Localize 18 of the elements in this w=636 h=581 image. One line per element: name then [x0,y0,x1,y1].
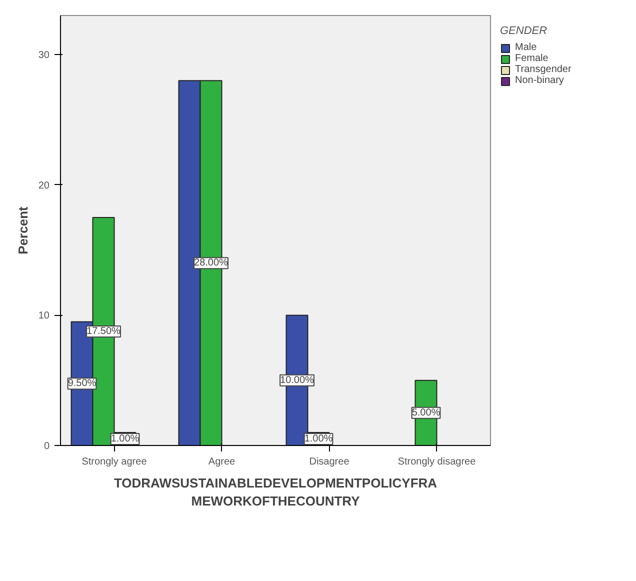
legend-label: Female [515,53,548,64]
y-tick-label: 0 [44,441,50,452]
data-label: 28.00% [194,258,228,269]
y-tick-label: 20 [38,180,50,192]
data-label: 10.00% [280,374,314,386]
legend-label: Transgender [515,64,572,75]
x-tick-label: Agree [208,456,236,468]
legend-label: Male [515,42,537,53]
y-tick-label: 10 [38,310,50,322]
x-tick-label: Strongly disagree [398,456,476,468]
x-tick-label: Disagree [309,456,350,468]
legend-title: GENDER [500,25,548,37]
y-tick-label: 30 [38,50,50,62]
y-axis-title: Percent [15,206,30,254]
legend-label: Non-binary [515,75,564,86]
data-label: 17.50% [86,326,121,337]
x-axis-title: TODRAWSUSTAINABLEDEVELOPMENTPOLICYFRA MEWORKOFTHECOUNTRY [114,476,438,508]
x-tick-label: Strongly agree [82,456,148,468]
